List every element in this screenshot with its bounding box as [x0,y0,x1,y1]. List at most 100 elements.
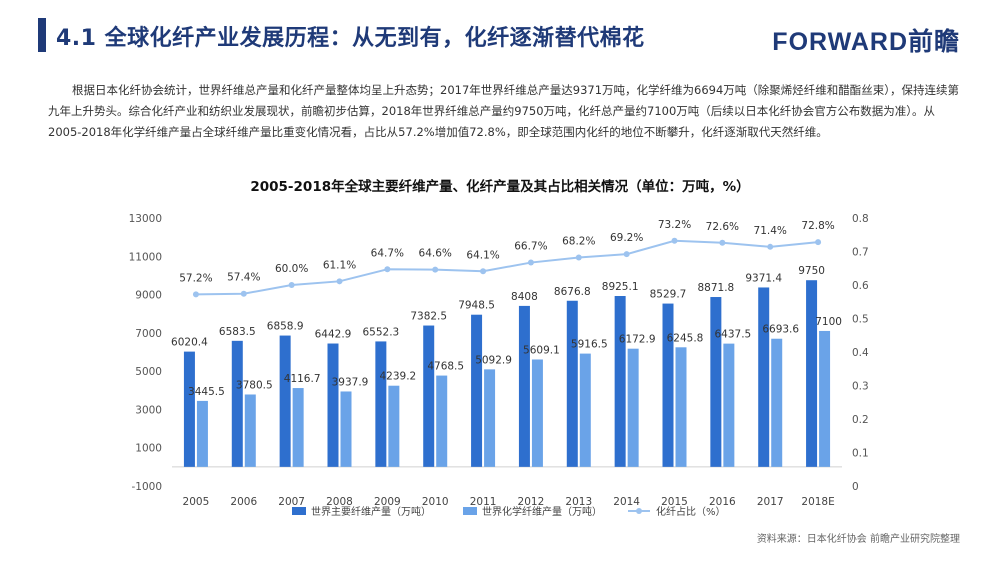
legend-label-chemical-fiber: 世界化学纤维产量（万吨） [482,505,602,518]
bar-chemical-fiber [627,348,639,467]
share-point-label: 72.6% [706,221,739,233]
x-tick-label: 2011 [470,496,497,508]
bar-world-fiber-label: 7948.5 [458,300,495,312]
share-point [432,266,439,273]
bar-chemical-fiber [244,394,256,467]
bar-world-fiber [614,296,626,467]
bar-chemical-fiber-label: 6437.5 [714,329,751,341]
bar-world-fiber [423,325,435,467]
bar-chemical-fiber [819,330,831,467]
page-title: 4.1 全球化纤产业发展历程：从无到有，化纤逐渐替代棉花 [56,26,645,51]
y-right-tick-label: 0 [852,481,859,493]
legend-swatch-share-point [636,508,642,514]
bar-world-fiber [566,300,578,467]
x-tick-label: 2007 [278,496,305,508]
bar-world-fiber [327,343,339,467]
bar-world-fiber-label: 6442.9 [315,329,352,341]
share-point [288,282,295,288]
share-point-label: 68.2% [562,236,595,248]
y-left-tick-label: -1000 [131,481,162,493]
bar-world-fiber [806,280,818,467]
bar-world-fiber [231,340,243,467]
share-point [671,237,678,244]
bar-chemical-fiber [484,369,496,467]
series-line-share [195,239,819,296]
x-tick-label: 2016 [709,496,736,508]
share-point [527,259,534,266]
y-left-tick-label: 1000 [135,443,162,455]
y-right-tick-label: 0.7 [852,247,869,259]
bar-chemical-fiber-label: 5092.9 [475,354,512,366]
bar-chemical-fiber-label: 3780.5 [236,379,273,391]
y-left-tick-label: 11000 [129,251,162,263]
bar-world-fiber [375,341,387,467]
share-point-label: 57.4% [227,272,260,284]
bar-world-fiber-label: 9750 [798,265,825,277]
bar-world-fiber [758,287,770,467]
x-tick-label: 2018E [801,496,834,508]
x-tick-label: 2015 [661,496,688,508]
share-point [240,290,247,297]
bar-chemical-fiber [723,343,735,467]
bar-world-fiber-label: 8408 [511,291,538,303]
bar-chemical-fiber-label: 6693.6 [762,324,799,336]
bar-world-fiber-label: 6552.3 [362,326,399,338]
logo-text: FORWARD前瞻 [772,28,960,56]
share-point-label: 72.8% [801,220,834,232]
bar-chemical-fiber [196,400,208,467]
bar-world-fiber-label: 8871.8 [697,282,734,294]
bar-world-fiber [662,303,674,467]
bar-chemical-fiber [579,353,591,467]
bar-chemical-fiber-label: 3937.9 [332,376,369,388]
chart-plot-area: -1000 1000 3000 5000 7000 9000 11000 13000 0 0.1 0… [129,213,869,518]
bar-world-fiber [183,351,195,467]
bar-chemical-fiber-label: 7100 [815,316,842,328]
source-note: 资料来源：日本化纤协会 前瞻产业研究院整理 [756,534,960,545]
x-tick-label: 2009 [374,496,401,508]
share-point [336,278,343,285]
y-left-tick-label: 5000 [135,366,162,378]
title-accent-bar [38,18,46,52]
bar-chemical-fiber [388,385,400,467]
share-point-label: 66.7% [514,241,547,253]
share-point [767,243,774,250]
share-point-label: 71.4% [754,225,787,237]
x-tick-label: 2006 [230,496,257,508]
share-point-label: 64.1% [466,249,499,261]
x-tick-label: 2008 [326,496,353,508]
bar-chemical-fiber [292,388,304,467]
bar-chemical-fiber [340,391,352,467]
share-point-label: 69.2% [610,232,643,244]
x-tick-label: 2005 [183,496,210,508]
bar-chemical-fiber [675,347,687,467]
bar-world-fiber [471,314,483,467]
bar-world-fiber [279,335,291,467]
y-left-tick-label: 3000 [135,404,162,416]
legend-label-world-fiber: 世界主要纤维产量（万吨） [311,505,431,518]
share-point-label: 64.6% [419,248,452,260]
bar-world-fiber [710,297,722,467]
bar-chemical-fiber-label: 4768.5 [427,361,464,373]
y-right-tick-label: 0.3 [852,381,869,393]
share-point [480,268,487,275]
x-tick-label: 2017 [757,496,784,508]
y-right-tick-label: 0.4 [852,347,869,359]
bar-chemical-fiber [531,359,543,467]
legend-swatch-chemical-fiber [463,507,477,515]
bar-world-fiber-label: 8676.8 [554,286,591,298]
legend-label-share: 化纤占比（%） [656,505,726,518]
share-point [623,251,630,258]
bar-chemical-fiber-label: 6172.9 [619,334,656,346]
bar-chemical-fiber-label: 4116.7 [284,373,321,385]
x-tick-label: 2012 [518,496,545,508]
bar-world-fiber-label: 7382.5 [410,311,447,323]
share-point-label: 61.1% [323,259,356,271]
y-right-tick-label: 0.2 [852,414,869,426]
share-point [815,239,822,246]
share-point [575,254,582,261]
share-point-label: 60.0% [275,263,308,275]
bar-world-fiber-label: 8925.1 [602,281,639,293]
share-point [719,239,726,246]
legend-swatch-world-fiber [292,507,306,515]
bar-chemical-fiber-label: 4239.2 [379,371,416,383]
